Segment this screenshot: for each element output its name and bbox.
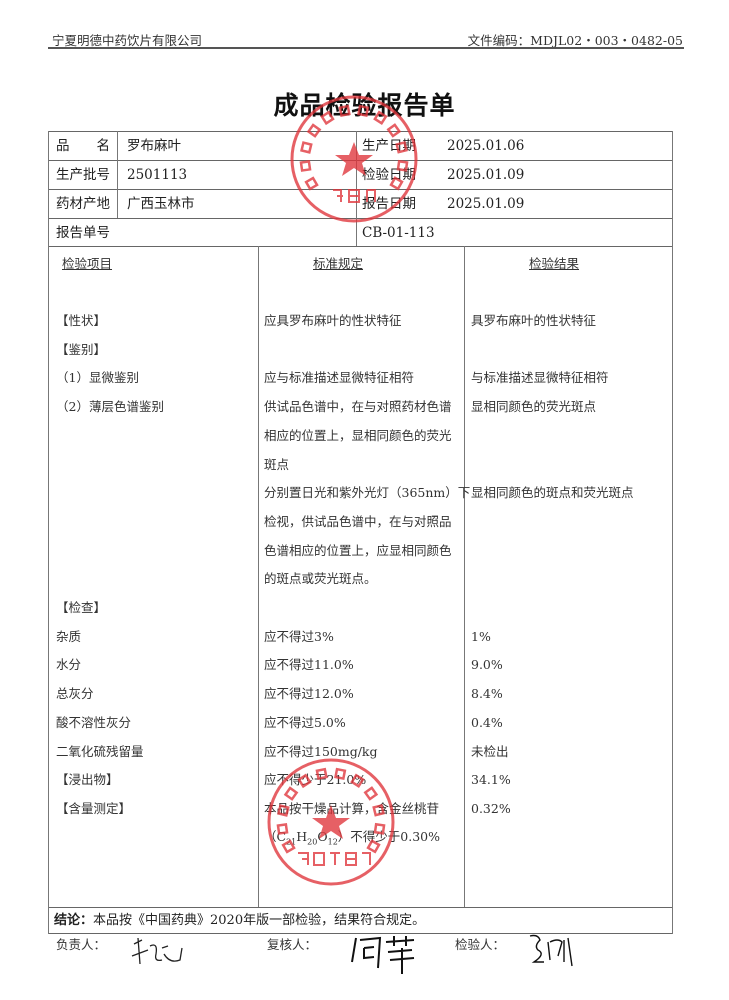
stamp-ring-glyph — [299, 160, 312, 172]
test-item: 【鉴别】 — [56, 341, 107, 357]
test-result: 0.4% — [471, 714, 503, 730]
page-title: 成品检验报告单 — [273, 91, 456, 120]
test-result: 0.32% — [471, 800, 511, 816]
test-standard: 应不得过150mg/kg — [264, 743, 378, 759]
company-name: 宁夏明德中药饮片有限公司 — [52, 33, 203, 48]
test-result: 具罗布麻叶的性状特征 — [471, 313, 597, 328]
product-name: 罗布麻叶 — [127, 138, 181, 154]
test-item: 【检查】 — [56, 600, 107, 615]
stamp-ring-glyph — [363, 786, 379, 801]
stamp-ring-glyph — [300, 141, 313, 154]
test-standard: 本品按干燥品计算，含金丝桃苷 — [264, 800, 440, 816]
inspector-label: 检验人： — [455, 937, 506, 952]
column-header-item: 检验项目 — [62, 256, 113, 271]
test-standard: 斑点 — [264, 456, 290, 472]
test-item: 【性状】 — [56, 313, 107, 328]
test-result: 8.4% — [471, 686, 503, 702]
document-code: 文件编码：MDJL02・003・0482-05 — [467, 33, 683, 48]
origin: 广西玉林市 — [127, 196, 195, 212]
conclusion: 结论：本品按《中国药典》2020年版一部检验，结果符合规定。 — [54, 913, 426, 928]
test-result: 显相同颜色的荧光斑点 — [471, 399, 597, 415]
production-date-label: 生产日期 — [362, 138, 416, 154]
test-standard: 应具罗布麻叶的性状特征 — [264, 313, 402, 328]
test-result: 与标准描述显微特征相符 — [471, 370, 609, 386]
report-date-label: 报告日期 — [362, 196, 416, 212]
test-standard: 色谱相应的位置上，应显相同颜色 — [264, 542, 452, 558]
report-date: 2025.01.09 — [447, 196, 525, 212]
test-item: 【含量测定】 — [56, 800, 132, 816]
report-number: CB-01-113 — [362, 225, 435, 241]
batch-number: 2501113 — [127, 167, 188, 183]
test-standard: 的斑点或荧光斑点。 — [264, 571, 377, 587]
batch-label: 生产批号 — [56, 167, 110, 183]
test-result: 34.1% — [471, 772, 511, 788]
test-standard: 分别置日光和紫外光灯（365nm）下 — [264, 485, 471, 501]
test-date: 2025.01.09 — [447, 167, 525, 183]
stamp-ring-glyph — [283, 786, 299, 801]
inspector-signature — [529, 934, 573, 967]
product-name-label: 品 名 — [56, 138, 110, 154]
origin-label: 药材产地 — [56, 196, 110, 212]
production-date: 2025.01.06 — [447, 138, 525, 154]
reviewer-label: 复核人： — [267, 937, 318, 952]
column-header-result: 检验结果 — [529, 256, 580, 271]
test-standard: 应与标准描述显微特征相符 — [264, 370, 415, 386]
test-item: 总灰分 — [56, 686, 94, 702]
test-item: （2）薄层色谱鉴别 — [56, 399, 164, 415]
test-standard: 应不得过11.0% — [264, 657, 354, 673]
test-item: 二氧化硫残留量 — [56, 743, 144, 759]
test-item: （1）显微鉴别 — [56, 370, 139, 386]
test-standard: 供试品色谱中，在与对照药材色谱 — [264, 399, 452, 415]
test-result: 未检出 — [471, 743, 509, 759]
test-standard: 应不得过12.0% — [264, 686, 354, 702]
header-rule — [48, 47, 684, 49]
responsible-signature — [131, 937, 183, 965]
test-standard: 应不得过5.0% — [264, 714, 346, 730]
test-standard: 应不得少于21.0% — [264, 772, 367, 788]
column-header-standard: 标准规定 — [313, 256, 364, 271]
test-result: 1% — [471, 628, 491, 644]
test-item: 水分 — [56, 657, 82, 673]
test-standard: 应不得过3% — [264, 628, 334, 644]
formula-line: （C21H20O12）不得少于0.30% — [264, 829, 441, 847]
responsible-label: 负责人： — [56, 937, 107, 952]
stamp-ring-glyph — [304, 176, 319, 191]
test-item: 【浸出物】 — [56, 772, 119, 788]
test-result: 9.0% — [471, 657, 503, 673]
reviewer-signature — [351, 936, 415, 974]
test-standard: 检视，供试品色谱中，在与对照品 — [264, 513, 452, 529]
test-standard: 相应的位置上，显相同颜色的荧光 — [264, 427, 452, 443]
test-item: 酸不溶性灰分 — [56, 714, 132, 730]
test-date-label: 检验日期 — [362, 167, 416, 183]
test-item: 杂质 — [56, 628, 82, 644]
test-result: 显相同颜色的斑点和荧光斑点 — [471, 485, 634, 501]
report-number-label: 报告单号 — [56, 225, 110, 241]
